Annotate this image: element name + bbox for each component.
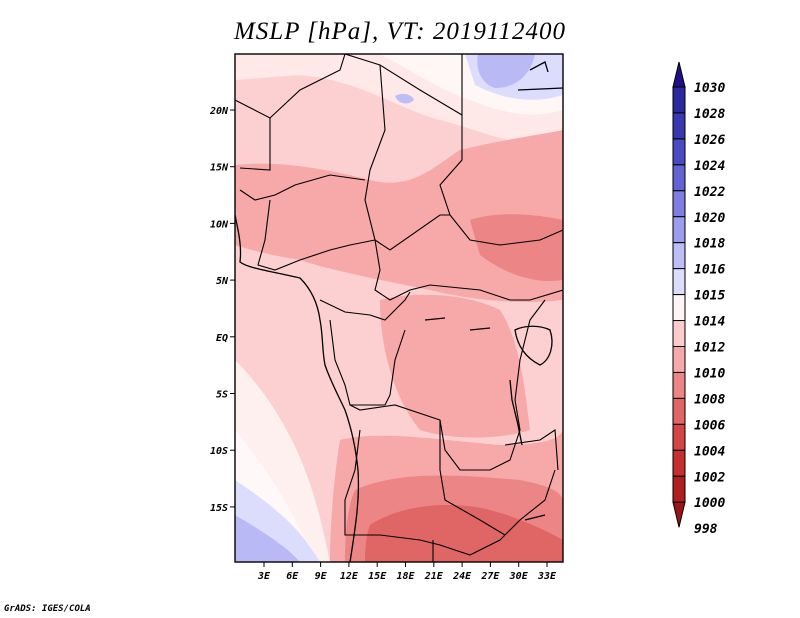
lat-tick-label: 10N xyxy=(210,219,229,230)
colorbar-level-label: 1022 xyxy=(694,185,725,200)
coastline xyxy=(235,61,563,562)
colorbar-level-label: 1002 xyxy=(694,470,725,485)
colorbar-swatch xyxy=(672,86,686,114)
colorbar-level-label: 1006 xyxy=(694,418,725,433)
lon-tick-label: 27E xyxy=(480,571,500,582)
colorbar-level-label: 1012 xyxy=(694,341,725,356)
colorbar-level-label: 1016 xyxy=(694,263,725,278)
colorbar-swatch xyxy=(672,190,686,218)
central-low xyxy=(380,294,530,438)
colorbar-swatch xyxy=(672,397,686,425)
lon-tick-label: 24E xyxy=(452,571,472,582)
colorbar-swatch xyxy=(672,216,686,244)
lon-tick-label: 15E xyxy=(368,571,387,582)
sudan-low xyxy=(470,214,563,281)
colorbar-level-label: 1015 xyxy=(694,289,725,304)
sahel-band xyxy=(235,130,563,302)
colorbar-level-label: 1014 xyxy=(694,315,725,330)
colorbar-swatch xyxy=(672,294,686,322)
map-frame xyxy=(234,53,564,563)
colorbar-swatch xyxy=(672,242,686,270)
lon-tick-label: 6E xyxy=(286,571,299,582)
northeast-blue-core xyxy=(477,54,535,88)
lon-tick-label: 3E xyxy=(257,571,271,582)
map-title: MSLP [hPa], VT: 2019112400 xyxy=(233,18,567,45)
colorbar-swatch xyxy=(672,346,686,373)
colorbar-level-label: 1020 xyxy=(694,211,725,226)
colorbar-top-arrow xyxy=(672,61,686,88)
colorbar-level-label: 1004 xyxy=(694,444,725,459)
southwest-blue-core xyxy=(235,515,300,562)
country-borders xyxy=(235,54,563,562)
colorbar-level-label: 1026 xyxy=(694,133,725,148)
colorbar-level-label: 998 xyxy=(694,522,718,537)
lat-tick-label: 15N xyxy=(210,163,229,174)
colorbar-swatch xyxy=(672,423,686,451)
lat-tick-label: 15S xyxy=(210,503,228,514)
lon-tick-label: 21E xyxy=(424,571,444,582)
lat-tick-label: 10S xyxy=(210,446,228,457)
colorbar-swatch xyxy=(672,371,686,399)
colorbar: 1030 1028 1026 1024 1022 1020 1018 1016 1015 1014… xyxy=(672,61,725,537)
colorbar-swatch xyxy=(672,138,686,166)
lat-tick-label: 5S xyxy=(216,390,228,401)
colorbar-level-label: 1000 xyxy=(694,496,725,511)
lon-tick-label: 33E xyxy=(537,571,557,582)
pressure-field xyxy=(235,54,563,562)
southern-deep-low xyxy=(365,505,563,562)
lat-tick-label: 5N xyxy=(216,276,229,287)
lon-tick-label: 30E xyxy=(509,571,529,582)
colorbar-level-label: 1010 xyxy=(694,366,725,381)
longitude-axis: 3E 6E 9E 12E 15E 18E 21E 24E 27E 30E 33E xyxy=(257,562,557,582)
colorbar-swatch xyxy=(672,320,686,347)
latitude-axis: 20N 15N 10N 5N EQ 5S 10S 15S xyxy=(209,106,235,514)
colorbar-level-label: 1018 xyxy=(694,237,725,252)
colorbar-swatch xyxy=(672,164,686,192)
colorbar-swatch xyxy=(672,449,686,477)
lon-tick-label: 18E xyxy=(396,571,415,582)
lat-tick-label: 20N xyxy=(209,106,229,117)
lon-tick-label: 9E xyxy=(315,571,328,582)
lon-tick-label: 12E xyxy=(340,571,359,582)
colorbar-level-label: 1030 xyxy=(694,81,725,96)
colorbar-swatch xyxy=(672,112,686,140)
grads-credit: GrADS: IGES/COLA xyxy=(4,604,91,614)
colorbar-bottom-arrow xyxy=(672,501,686,528)
colorbar-level-label: 1028 xyxy=(694,107,725,122)
lat-tick-label: EQ xyxy=(216,333,228,344)
colorbar-swatch xyxy=(672,475,686,503)
northeast-blue-small xyxy=(395,93,414,104)
colorbar-swatch xyxy=(672,268,686,296)
colorbar-level-label: 1024 xyxy=(694,159,725,174)
colorbar-level-label: 1008 xyxy=(694,392,725,407)
